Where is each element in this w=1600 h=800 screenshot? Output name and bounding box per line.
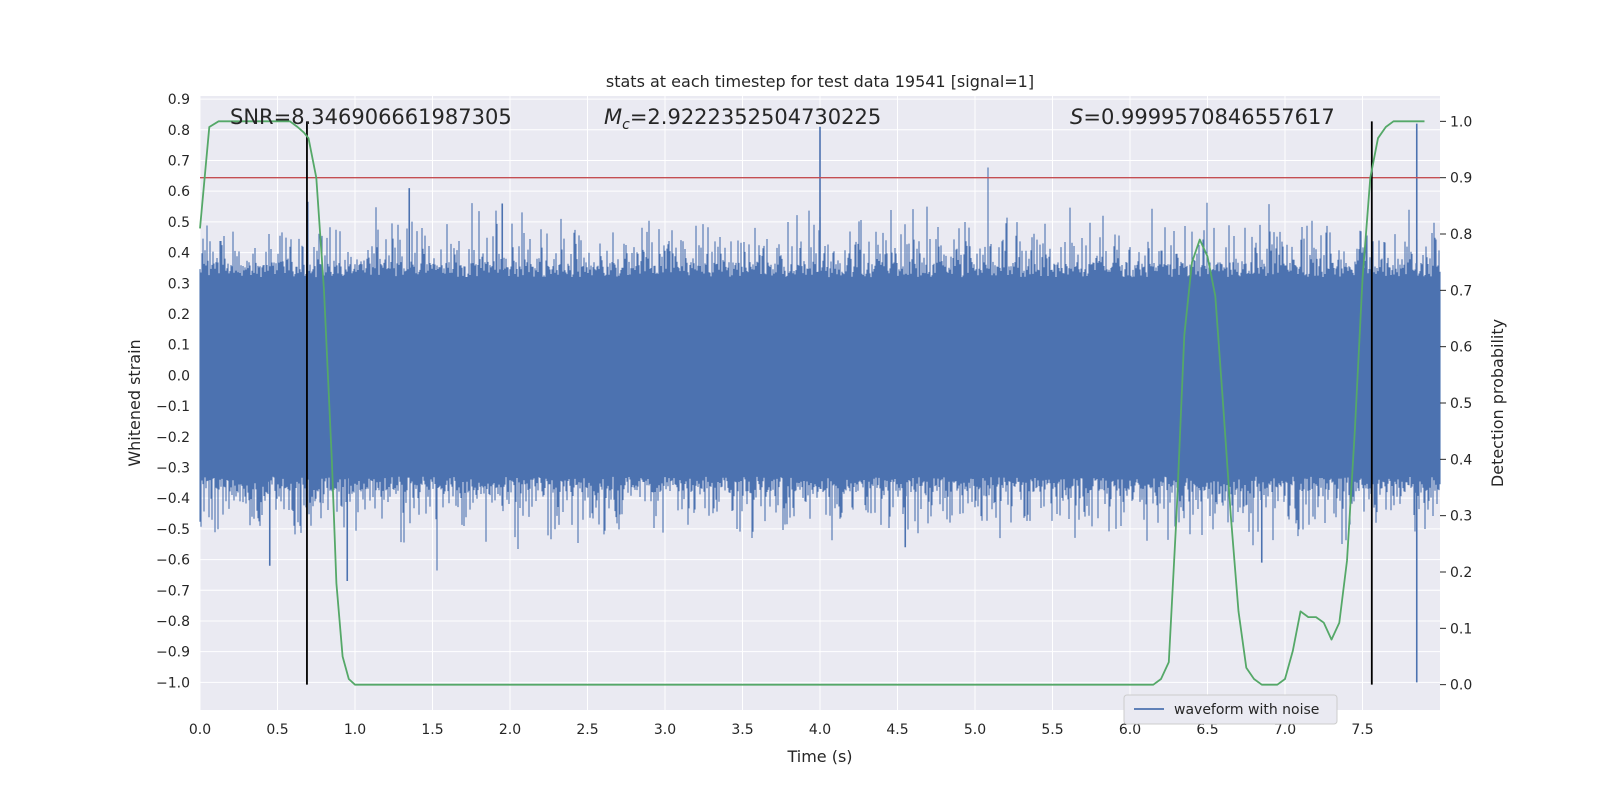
legend-box: [1123, 694, 1338, 725]
legend-label: waveform with noise: [1174, 702, 1319, 718]
y-tick-label: −0.5: [156, 522, 190, 538]
y-tick-label: 0.5: [168, 215, 190, 231]
x-axis-label: Time (s): [786, 747, 852, 766]
detection-probability-line: [199, 120, 1425, 686]
y-tick-label: 0.2: [168, 307, 190, 323]
waveform-band: [199, 167, 1441, 571]
x-tick-label: 3.5: [731, 722, 753, 738]
y-tick-label: 0.3: [168, 276, 190, 292]
y2-tick-label: 0.2: [1450, 565, 1472, 581]
y2-tick-label: 0.9: [1450, 171, 1472, 187]
y2-tick-label: 0.8: [1450, 227, 1472, 243]
snr-annotation: SNR=8.346906661987305: [230, 105, 512, 129]
mc-value: =2.9222352504730225: [630, 105, 881, 129]
x-tick-label: 2.0: [499, 722, 521, 738]
y-tick-label: 0.9: [168, 92, 190, 108]
y2-tick-label: 0.6: [1450, 340, 1472, 356]
mc-subscript: c: [622, 117, 630, 133]
y2-axis-ticks: 1.0 0.9 0.8 0.7 0.6 0.5 0.4 0.3 0.2 0.1 0.0: [1440, 114, 1472, 694]
x-axis-ticks: 0.0 0.5 1.0 1.5 2.0 2.5 3.0 3.5 4.0 4.5 5.0 5.5 6.0 6…: [189, 722, 1374, 738]
y2-tick-label: 0.1: [1450, 621, 1472, 637]
x-tick-label: 3.0: [654, 722, 676, 738]
y-tick-label: −1.0: [156, 675, 190, 691]
y2-tick-label: 0.5: [1450, 396, 1472, 412]
y2-axis-label: Detection probability: [1488, 319, 1507, 487]
x-tick-label: 6.5: [1196, 722, 1218, 738]
x-tick-label: 6.0: [1119, 722, 1141, 738]
y-tick-label: −0.4: [156, 491, 190, 507]
x-tick-label: 2.5: [576, 722, 598, 738]
x-tick-label: 7.5: [1351, 722, 1373, 738]
x-tick-label: 0.5: [266, 722, 288, 738]
x-tick-label: 5.5: [1041, 722, 1063, 738]
legend: waveform with noise: [1123, 694, 1338, 725]
y-tick-label: −0.9: [156, 645, 190, 661]
s-value: =0.9999570846557617: [1083, 105, 1334, 129]
y-tick-label: −0.1: [156, 399, 190, 415]
x-tick-label: 1.5: [421, 722, 443, 738]
y-tick-label: −0.7: [156, 583, 190, 599]
y-axis-label: Whitened strain: [125, 339, 144, 466]
y2-tick-label: 0.7: [1450, 283, 1472, 299]
y-tick-label: 0.7: [168, 153, 190, 169]
y2-tick-label: 1.0: [1450, 114, 1472, 130]
y2-tick-label: 0.4: [1450, 452, 1472, 468]
y-tick-label: 0.8: [168, 123, 190, 139]
y-tick-label: 0.4: [168, 246, 190, 262]
mc-annotation: Mc=2.9222352504730225: [604, 105, 881, 133]
s-annotation: S=0.9999570846557617: [1070, 105, 1335, 129]
y-tick-label: 0.1: [168, 338, 190, 354]
chart-title: stats at each timestep for test data 195…: [606, 72, 1034, 91]
y-tick-label: 0.0: [168, 368, 190, 384]
x-tick-label: 4.0: [809, 722, 831, 738]
y-axis-ticks: 0.9 0.8 0.7 0.6 0.5 0.4 0.3 0.2 0.1 0.0 −0.1 −0.2 −0…: [156, 92, 190, 691]
y2-tick-label: 0.3: [1450, 509, 1472, 525]
x-tick-label: 7.0: [1274, 722, 1296, 738]
mc-symbol: M: [604, 105, 622, 129]
s-symbol: S: [1070, 105, 1083, 129]
x-tick-label: 0.0: [189, 722, 211, 738]
y-tick-label: 0.6: [168, 184, 190, 200]
waveform-series: [199, 123, 1441, 683]
y-tick-label: −0.2: [156, 430, 190, 446]
y-tick-label: −0.6: [156, 553, 190, 569]
y-tick-label: −0.8: [156, 614, 190, 630]
x-tick-label: 5.0: [964, 722, 986, 738]
y2-tick-label: 0.0: [1450, 678, 1472, 694]
x-tick-label: 1.0: [344, 722, 366, 738]
x-tick-label: 4.5: [886, 722, 908, 738]
y-tick-label: −0.3: [156, 460, 190, 476]
